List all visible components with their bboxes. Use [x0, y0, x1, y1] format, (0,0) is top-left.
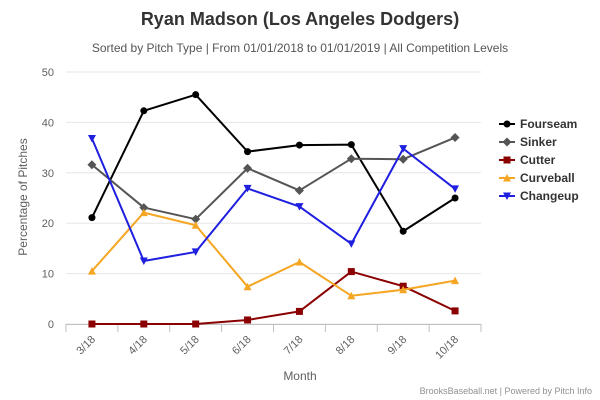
legend-item-fourseam[interactable]: Fourseam — [499, 117, 577, 131]
series-line-curveball — [91, 211, 456, 297]
plot-area — [87, 91, 460, 328]
y-tick-label: 40 — [42, 117, 54, 129]
data-point-fourseam[interactable] — [88, 214, 96, 222]
data-point-cutter[interactable] — [192, 320, 200, 328]
series-changeup — [87, 135, 460, 266]
series-sinker — [87, 133, 460, 224]
legend-item-curveball[interactable]: Curveball — [499, 171, 575, 185]
data-point-sinker[interactable] — [243, 163, 253, 173]
legend-label: Cutter — [520, 153, 556, 167]
data-point-curveball[interactable] — [347, 291, 356, 300]
series-fourseam — [88, 91, 459, 235]
x-tick-label: 10/18 — [433, 334, 461, 362]
chart-title: Ryan Madson (Los Angeles Dodgers) — [141, 9, 459, 29]
data-point-changeup[interactable] — [243, 184, 252, 193]
y-tick-label: 30 — [42, 168, 54, 180]
legend-marker — [503, 192, 511, 200]
legend-label: Fourseam — [520, 117, 577, 131]
data-point-cutter[interactable] — [88, 320, 96, 328]
series-curveball — [87, 208, 460, 300]
data-point-sinker[interactable] — [450, 133, 460, 143]
legend-marker — [502, 137, 512, 147]
x-axis-title: Month — [283, 369, 316, 383]
data-point-changeup[interactable] — [451, 185, 460, 193]
data-point-sinker[interactable] — [294, 185, 304, 195]
data-point-fourseam[interactable] — [295, 141, 303, 149]
series-line-fourseam — [91, 93, 456, 233]
data-point-fourseam[interactable] — [244, 148, 252, 156]
legend[interactable]: Fourseam Sinker Cutter Curveball Changeup — [499, 117, 579, 203]
legend-label: Curveball — [520, 171, 575, 185]
data-point-fourseam[interactable] — [347, 141, 355, 149]
data-point-curveball[interactable] — [191, 221, 200, 229]
data-point-sinker[interactable] — [87, 160, 97, 170]
x-tick-label: 9/18 — [386, 334, 410, 358]
x-tick-label: 8/18 — [334, 334, 358, 358]
data-point-curveball[interactable] — [451, 276, 460, 285]
x-tick-label: 7/18 — [282, 334, 306, 358]
data-point-sinker[interactable] — [139, 203, 149, 213]
y-tick-label: 50 — [42, 67, 54, 79]
data-point-cutter[interactable] — [347, 268, 355, 276]
y-tick-label: 20 — [42, 218, 54, 230]
legend-label: Sinker — [520, 135, 557, 149]
data-point-fourseam[interactable] — [399, 227, 407, 235]
data-point-cutter[interactable] — [295, 307, 303, 315]
legend-label: Changeup — [520, 189, 579, 203]
legend-marker — [503, 156, 511, 164]
y-tick-label: 10 — [42, 269, 54, 281]
legend-item-sinker[interactable]: Sinker — [499, 135, 557, 149]
data-point-changeup[interactable] — [399, 145, 408, 153]
chart-subtitle: Sorted by Pitch Type | From 01/01/2018 t… — [92, 41, 508, 55]
series-cutter — [88, 268, 459, 328]
y-tick-label: 0 — [48, 319, 54, 331]
data-point-curveball[interactable] — [399, 285, 408, 294]
data-point-sinker[interactable] — [398, 154, 408, 164]
data-point-cutter[interactable] — [244, 316, 252, 324]
legend-item-cutter[interactable]: Cutter — [499, 153, 556, 167]
data-point-curveball[interactable] — [139, 208, 148, 217]
series-line-cutter — [91, 270, 456, 325]
data-point-changeup[interactable] — [191, 248, 200, 256]
chart-credits: BrooksBaseball.net | Powered by Pitch In… — [420, 386, 592, 396]
data-point-sinker[interactable] — [346, 154, 356, 164]
data-point-fourseam[interactable] — [451, 194, 459, 202]
series-line-sinker — [91, 136, 456, 221]
x-tick-label: 4/18 — [126, 334, 150, 358]
data-point-changeup[interactable] — [87, 135, 96, 143]
x-tick-label: 5/18 — [178, 334, 202, 358]
data-point-cutter[interactable] — [451, 307, 459, 315]
legend-item-changeup[interactable]: Changeup — [499, 189, 579, 203]
x-tick-label: 3/18 — [74, 334, 98, 358]
data-point-changeup[interactable] — [139, 257, 148, 266]
legend-marker — [503, 174, 511, 182]
data-point-changeup[interactable] — [347, 240, 356, 248]
data-point-curveball[interactable] — [295, 258, 304, 266]
y-axis-title: Percentage of Pitches — [16, 138, 30, 255]
data-point-fourseam[interactable] — [192, 91, 200, 99]
series-line-changeup — [91, 138, 456, 262]
data-point-fourseam[interactable] — [140, 107, 148, 115]
data-point-changeup[interactable] — [295, 203, 304, 211]
x-tick-label: 6/18 — [230, 334, 254, 358]
data-point-curveball[interactable] — [87, 267, 96, 275]
data-point-sinker[interactable] — [191, 214, 201, 224]
data-point-curveball[interactable] — [243, 282, 252, 291]
legend-marker — [503, 120, 511, 128]
data-point-cutter[interactable] — [140, 320, 148, 328]
